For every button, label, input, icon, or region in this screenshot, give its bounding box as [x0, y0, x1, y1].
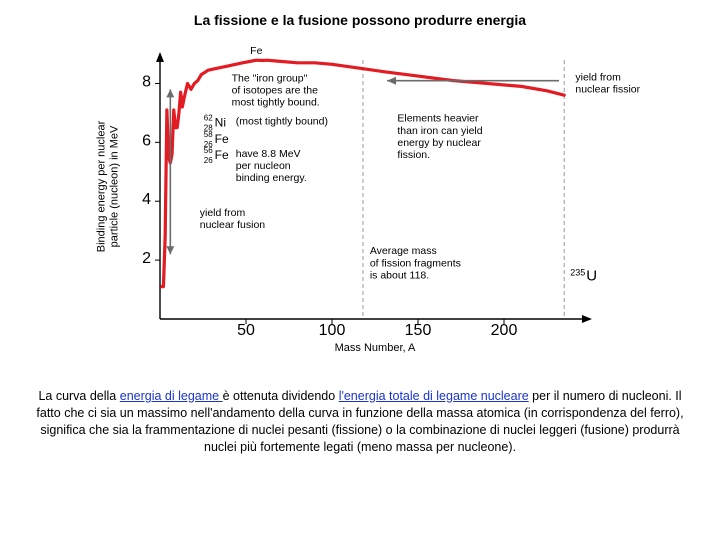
svg-text:6: 6	[142, 132, 151, 149]
svg-text:2: 2	[142, 250, 151, 267]
svg-text:5626Fe: 5626Fe	[204, 146, 229, 165]
svg-text:(most tightly bound): (most tightly bound)	[236, 116, 328, 128]
svg-text:200: 200	[491, 322, 518, 339]
svg-text:Fe: Fe	[250, 45, 262, 57]
svg-text:235U: 235U	[570, 268, 597, 285]
svg-text:8: 8	[142, 73, 151, 90]
svg-text:50: 50	[237, 322, 255, 339]
caption-text: La curva della energia di legame è otten…	[20, 388, 700, 456]
caption-pre: La curva della	[38, 389, 119, 403]
svg-text:The "iron group"of isotopes ar: The "iron group"of isotopes are themost …	[232, 73, 320, 109]
svg-text:Binding energy per nuclearpart: Binding energy per nuclearparticle (nucl…	[96, 120, 121, 252]
svg-text:100: 100	[319, 322, 346, 339]
chart-svg: 50 100 150 200 2 4 6 8 Mass Number, A Binding ene…	[80, 34, 640, 374]
svg-text:yield fromnuclear fusion: yield fromnuclear fusion	[200, 207, 266, 231]
svg-text:yield fromnuclear fission: yield fromnuclear fission	[575, 72, 640, 96]
link-total-binding-energy[interactable]: l'energia totale di legame nucleare	[339, 389, 529, 403]
link-binding-energy[interactable]: energia di legame	[120, 389, 223, 403]
caption-mid1: è ottenuta dividendo	[223, 389, 339, 403]
svg-text:Average massof fission fragmen: Average massof fission fragmentsis about…	[370, 245, 461, 281]
svg-text:Mass Number, A: Mass Number, A	[335, 342, 416, 354]
svg-text:150: 150	[405, 322, 432, 339]
svg-text:4: 4	[142, 191, 151, 208]
svg-text:Elements heavierthan iron can: Elements heavierthan iron can yieldenerg…	[397, 113, 482, 161]
binding-energy-chart: 50 100 150 200 2 4 6 8 Mass Number, A Binding ene…	[80, 34, 640, 374]
page-title: La fissione e la fusione possono produrr…	[20, 12, 700, 28]
svg-text:have 8.8 MeVper nucleonbinding: have 8.8 MeVper nucleonbinding energy.	[236, 148, 307, 184]
